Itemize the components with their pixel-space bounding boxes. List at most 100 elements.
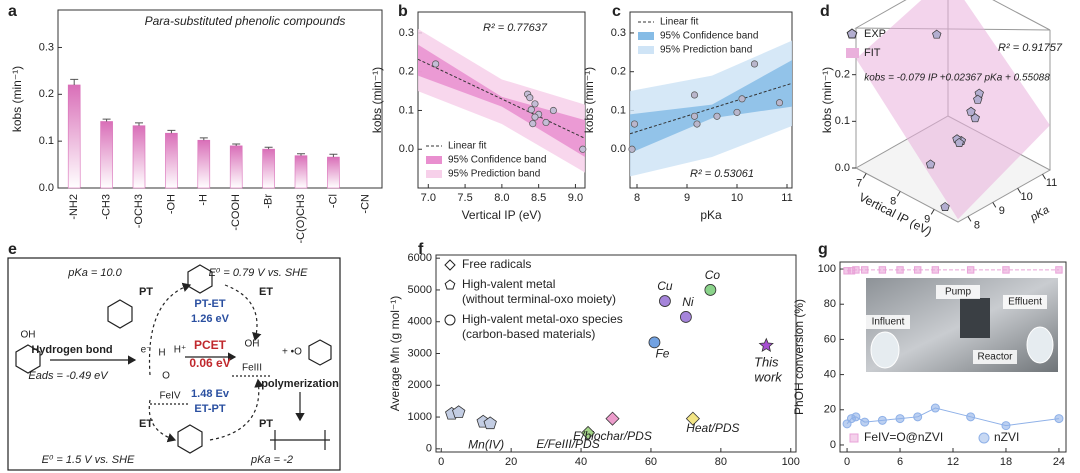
legend-label: Linear fit — [660, 17, 699, 28]
x-tick-label: -OH — [165, 194, 177, 214]
z-tick — [992, 202, 997, 208]
x-tick-label: 40 — [575, 456, 587, 468]
arrow — [224, 284, 262, 342]
x-tick-label: 7.0 — [421, 192, 436, 204]
y-tick-label: 0 — [830, 439, 836, 451]
x-tick-label: -Cl — [327, 194, 339, 208]
annotation: R² = 0.77637 — [483, 22, 548, 34]
diagram-label: e⁻ — [141, 345, 152, 356]
point — [579, 145, 587, 153]
bar — [165, 132, 178, 189]
point — [483, 416, 497, 430]
z-tick-label: 9 — [999, 205, 1005, 217]
diagram-frame — [7, 257, 341, 471]
diagram-label: Eads = -0.49 eV — [28, 370, 109, 382]
error-bar — [329, 153, 338, 158]
point — [1054, 414, 1064, 424]
point — [966, 412, 976, 422]
annotation: R² = 0.91757 — [998, 42, 1063, 54]
panel-label: d — [820, 3, 830, 20]
point-label: E/FeIII/PDS — [536, 437, 599, 451]
z-tick-label: 8 — [974, 219, 980, 231]
band — [630, 60, 792, 154]
point — [690, 91, 699, 99]
arrow — [148, 399, 177, 443]
point — [925, 159, 936, 169]
y-axis-label: kobs (min⁻¹) — [10, 66, 24, 132]
y-tick-label: 0.0 — [835, 162, 850, 174]
bar — [294, 155, 308, 189]
y-tick-label: 6000 — [408, 252, 432, 264]
legend-label: nZVI — [994, 430, 1019, 444]
error-bar — [70, 78, 79, 85]
annotation: kobs = -0.079 IP +0.02367 pKa + 0.55088 — [864, 73, 1050, 84]
ring — [107, 299, 133, 329]
legend-marker — [444, 279, 456, 290]
x-axis-label: pKa — [700, 208, 722, 222]
bar — [229, 145, 243, 189]
x-tick-label: 7 — [856, 177, 862, 189]
diagram-label: 1.26 eV — [191, 313, 230, 325]
point — [452, 405, 466, 418]
diagram-label: PT — [139, 286, 153, 298]
inset-label: Pump — [945, 287, 972, 298]
point — [931, 266, 940, 274]
y-tick-label: 0.1 — [399, 104, 414, 116]
point — [648, 336, 661, 349]
ring — [177, 424, 203, 454]
panel-label: g — [818, 241, 828, 258]
diagram-label: PT — [259, 418, 273, 430]
point — [704, 284, 717, 296]
point-label: Cu — [657, 279, 673, 293]
y-tick-label: 0.1 — [39, 135, 54, 147]
point-label: E/biochar/PDS — [573, 429, 652, 443]
x-tick-label: 9 — [924, 213, 930, 225]
legend-label: (without terminal-oxo moiety) — [462, 292, 616, 306]
y-tick-label: 80 — [824, 298, 836, 310]
y-tick-label: 60 — [824, 333, 836, 345]
y-tick-label: 3000 — [408, 347, 432, 359]
point-label: Mn(IV) — [468, 438, 504, 452]
point — [966, 266, 975, 274]
point — [852, 266, 860, 274]
ring — [308, 339, 332, 366]
y-tick-label: 2000 — [408, 379, 432, 391]
diagram-label: PT-ET — [194, 298, 225, 310]
diagram-label: 1.48 Ev — [191, 388, 230, 400]
panel-label: f — [418, 241, 424, 258]
diagram-label: PCET — [194, 338, 227, 352]
fit-plane — [856, 0, 1050, 220]
point — [932, 29, 942, 39]
point — [531, 113, 539, 121]
legend-label: 95% Confidence band — [448, 155, 546, 166]
error-bar — [199, 137, 208, 141]
phenol-ring — [15, 344, 41, 374]
diagram-label: O — [162, 371, 170, 382]
inset-label: Influent — [872, 317, 905, 328]
legend-swatch — [846, 48, 859, 58]
bar — [132, 125, 146, 189]
point — [738, 95, 746, 103]
panel-label: c — [612, 3, 621, 20]
point — [1055, 266, 1063, 274]
x-tick-label: 7.5 — [457, 192, 472, 204]
point — [542, 118, 550, 127]
point — [713, 112, 721, 120]
y-tick-label: 0.3 — [611, 27, 626, 39]
point — [913, 412, 923, 422]
z-tick-label: 10 — [1021, 191, 1033, 203]
x-tick-label: 20 — [505, 456, 517, 468]
x-tick-label: -Br — [263, 194, 275, 209]
pump — [960, 298, 990, 338]
diagram-label: ET-PT — [194, 403, 225, 415]
point — [693, 120, 701, 128]
x-tick-label: 18 — [1000, 456, 1012, 468]
x-tick-label: -C(O)CH3 — [295, 194, 307, 244]
ring — [187, 264, 213, 294]
y-tick-label: 0.3 — [399, 27, 414, 39]
legend-label: Free radicals — [462, 257, 531, 271]
x-tick-label: 10 — [731, 192, 743, 204]
point — [913, 266, 922, 274]
y-tick-label: 0.2 — [611, 66, 626, 78]
